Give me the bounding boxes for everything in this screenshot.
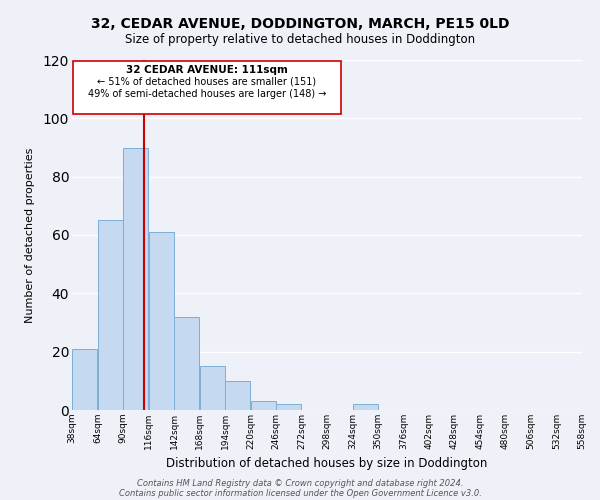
Bar: [73, 349, 97, 410]
Bar: [251, 401, 275, 410]
Text: Size of property relative to detached houses in Doddington: Size of property relative to detached ho…: [125, 32, 475, 46]
Bar: [277, 404, 301, 410]
Bar: [98, 220, 122, 410]
Bar: [124, 148, 148, 410]
Bar: [200, 366, 224, 410]
Bar: [226, 381, 250, 410]
Text: 32 CEDAR AVENUE: 111sqm: 32 CEDAR AVENUE: 111sqm: [126, 66, 288, 76]
Text: ← 51% of detached houses are smaller (151): ← 51% of detached houses are smaller (15…: [97, 77, 316, 87]
FancyBboxPatch shape: [73, 62, 341, 114]
Bar: [149, 232, 173, 410]
Text: Contains public sector information licensed under the Open Government Licence v3: Contains public sector information licen…: [119, 488, 481, 498]
Y-axis label: Number of detached properties: Number of detached properties: [25, 148, 35, 322]
Text: 32, CEDAR AVENUE, DODDINGTON, MARCH, PE15 0LD: 32, CEDAR AVENUE, DODDINGTON, MARCH, PE1…: [91, 18, 509, 32]
Bar: [175, 316, 199, 410]
Text: Contains HM Land Registry data © Crown copyright and database right 2024.: Contains HM Land Registry data © Crown c…: [137, 478, 463, 488]
Text: 49% of semi-detached houses are larger (148) →: 49% of semi-detached houses are larger (…: [88, 89, 326, 99]
X-axis label: Distribution of detached houses by size in Doddington: Distribution of detached houses by size …: [166, 458, 488, 470]
Bar: [353, 404, 377, 410]
